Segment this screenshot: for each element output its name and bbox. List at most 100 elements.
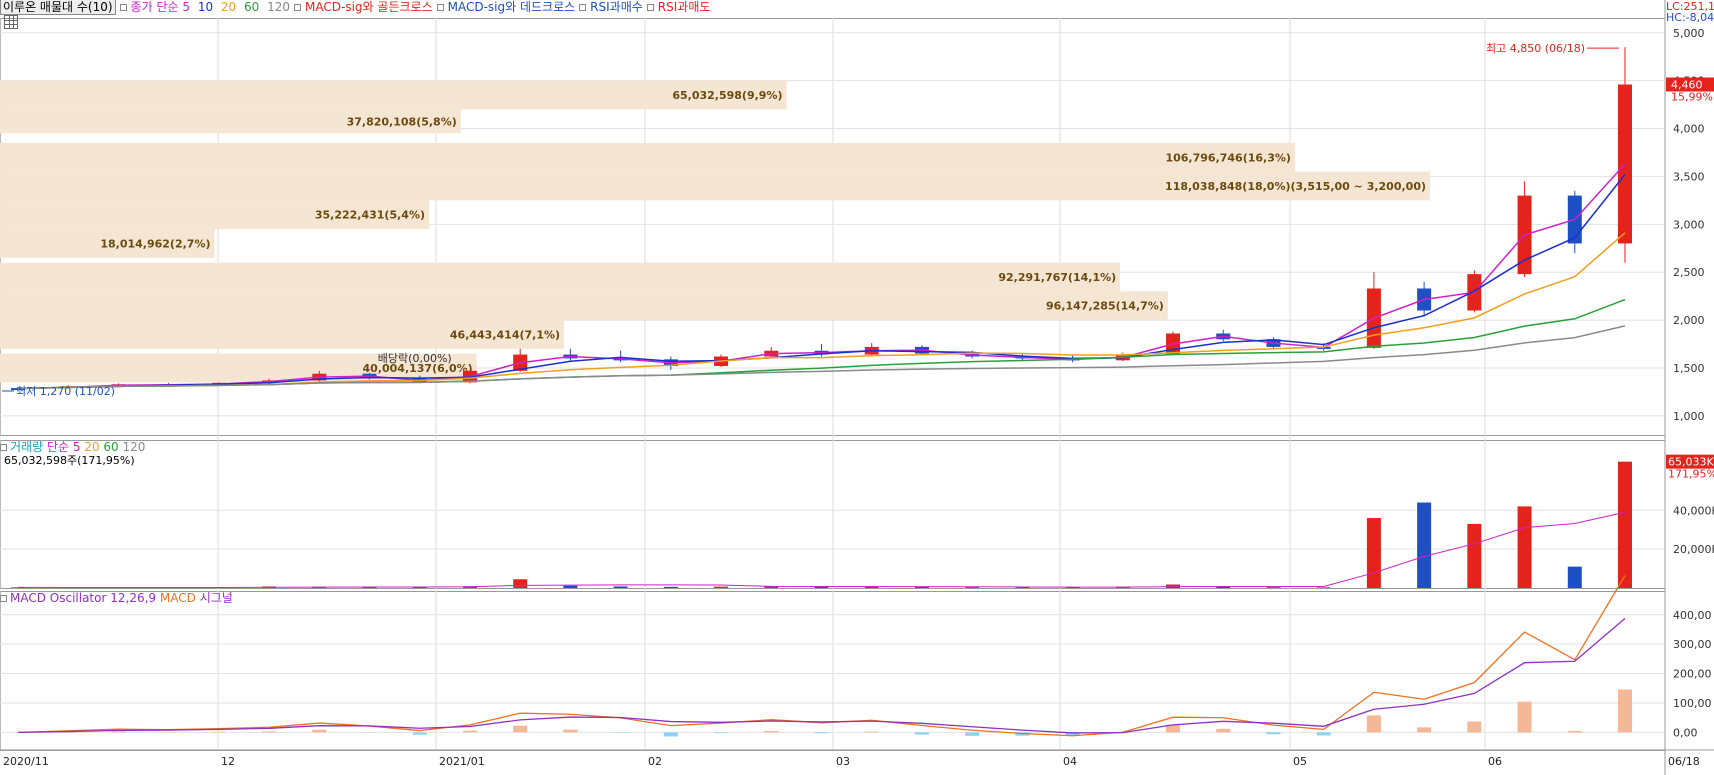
legend-golden-cross[interactable]: MACD-sig와 골든크로스	[305, 0, 433, 14]
macd-osc-bar	[462, 730, 477, 733]
macd-osc-bar	[1417, 727, 1432, 733]
volume-bar	[1417, 502, 1432, 588]
x-axis-label: 2020/11	[3, 755, 49, 768]
ma120-line	[17, 325, 1626, 390]
macd-osc-bar	[513, 725, 528, 733]
macd-osc-bar	[914, 732, 929, 735]
macd-osc-bar	[814, 732, 829, 734]
volume-profile-bar	[0, 109, 461, 134]
macd-line	[17, 575, 1626, 737]
macd-tick-label: 200,00	[1673, 668, 1712, 681]
volume-bar	[663, 586, 678, 588]
price-tick-label: 5,000	[1673, 27, 1705, 40]
ma10-line	[17, 174, 1626, 390]
volume-legend-title[interactable]: 거래량	[10, 440, 44, 454]
volume-bar	[1366, 518, 1381, 588]
volume-profile-bar	[0, 142, 1295, 172]
volume-profile-label: 96,147,285(14,7%)	[1046, 300, 1164, 313]
volume-bar	[1266, 587, 1281, 588]
volume-ma5-line	[17, 511, 1626, 589]
low-price-note: 최저 1,270 (11/02)	[16, 385, 115, 398]
volume-legend: 거래량 단순 5 20 60 120 65,032,598주(171,95%)	[0, 440, 145, 468]
grid-icon[interactable]	[4, 15, 18, 29]
legend-ma60[interactable]: 60	[244, 0, 260, 14]
legend-rsi-buy[interactable]: RSI과매수	[590, 0, 643, 14]
volume-profile-bar	[0, 171, 1430, 201]
volume-profile-label: 37,820,108(5,8%)	[347, 115, 457, 128]
volume-legend-20[interactable]: 20	[84, 440, 100, 454]
x-axis-label: 02	[648, 755, 662, 768]
x-axis-label: 12	[221, 755, 235, 768]
macd-osc-bar	[663, 732, 678, 737]
last-price-tag	[1666, 77, 1714, 92]
macd-osc-bar	[1166, 724, 1181, 733]
volume-bar	[1216, 586, 1231, 588]
macd-osc-bar	[1517, 701, 1532, 733]
price-tick-label: 3,500	[1673, 170, 1705, 183]
candle-body	[1618, 84, 1632, 244]
price-tick-label: 3,000	[1673, 218, 1705, 231]
volume-bar	[914, 587, 929, 588]
volume-profile-bar	[0, 291, 1168, 321]
volume-last-pct: 171,95%	[1668, 468, 1714, 481]
signal-line	[17, 617, 1626, 734]
macd-legend-signal[interactable]: 시그널	[199, 591, 233, 605]
volume-legend-ma5[interactable]: 단순 5	[46, 440, 81, 454]
volume-bar	[764, 586, 779, 588]
x-axis-label: 06	[1488, 755, 1502, 768]
volume-profile-bar	[0, 200, 429, 230]
price-tick-label: 2,000	[1673, 314, 1705, 327]
legend-ma5[interactable]: 종가 단순 5	[130, 0, 190, 14]
macd-tick-label: 300,00	[1673, 638, 1712, 651]
volume-legend-120[interactable]: 120	[122, 440, 146, 454]
macd-osc-bar	[965, 732, 980, 736]
macd-osc-bar	[714, 732, 729, 734]
macd-osc-bar	[764, 731, 779, 733]
macd-tick-label: 400,00	[1673, 609, 1712, 622]
hc-label: HC:-8,04	[1666, 11, 1714, 24]
macd-osc-bar	[1065, 732, 1080, 736]
volume-current-value: 65,032,598주(171,95%)	[4, 454, 135, 467]
volume-profile-label: 40,004,137(6,0%)	[363, 362, 473, 375]
volume-bar	[362, 587, 377, 588]
chart-legend: 이루온 매물대 수(10) 종가 단순 5 10 20 60 120 MACD-si…	[0, 0, 714, 15]
volume-last-tag	[1666, 454, 1714, 469]
legend-marker	[119, 4, 127, 11]
price-tick-label: 1,000	[1673, 410, 1705, 423]
x-axis-label: 05	[1293, 755, 1307, 768]
legend-ma10[interactable]: 10	[197, 0, 214, 14]
volume-profile-label: 106,796,746(16,3%)	[1165, 151, 1290, 164]
legend-rsi-sell[interactable]: RSI과매도	[657, 0, 711, 14]
macd-legend: MACD Oscillator 12,26,9 MACD 시그널	[0, 591, 233, 605]
volume-legend-60[interactable]: 60	[103, 440, 119, 454]
dividend-note: 배당락(0,00%)	[378, 352, 452, 365]
macd-osc-bar	[1567, 730, 1582, 733]
volume-bar	[1618, 461, 1632, 588]
price-tick-label: 2,500	[1673, 266, 1705, 279]
price-tick-label: 1,500	[1673, 362, 1705, 375]
macd-legend-macd[interactable]: MACD	[159, 591, 196, 605]
macd-legend-osc[interactable]: MACD Oscillator 12,26,9	[10, 591, 157, 605]
macd-tick-label: 100,00	[1673, 697, 1712, 710]
macd-osc-bar	[1366, 715, 1381, 733]
x-axis-label: 2021/01	[439, 755, 485, 768]
volume-profile-button[interactable]: 이루온 매물대 수(10)	[0, 0, 116, 15]
last-price-value: 4,460	[1671, 79, 1703, 92]
volume-profile-label: 65,032,598(9,9%)	[672, 89, 782, 102]
volume-profile-bar	[0, 229, 215, 258]
high-price-note: 최고 4,850 (06/18)	[1486, 42, 1585, 55]
macd-osc-bar	[1316, 732, 1331, 736]
legend-ma20[interactable]: 20	[220, 0, 237, 14]
candle-body	[11, 388, 25, 391]
volume-tick-label: 20,000K	[1673, 543, 1714, 556]
legend-dead-cross[interactable]: MACD-sig와 데드크로스	[447, 0, 576, 14]
last-price-change: 15,99%	[1671, 91, 1713, 104]
legend-ma120[interactable]: 120	[267, 0, 291, 14]
volume-profile-bar	[0, 320, 565, 349]
x-axis-label: 06/18	[1668, 755, 1700, 768]
macd-osc-bar	[1467, 721, 1482, 733]
volume-bar	[1065, 587, 1080, 588]
volume-profile-label: 46,443,414(7,1%)	[450, 328, 560, 341]
macd-osc-bar	[1618, 689, 1632, 733]
